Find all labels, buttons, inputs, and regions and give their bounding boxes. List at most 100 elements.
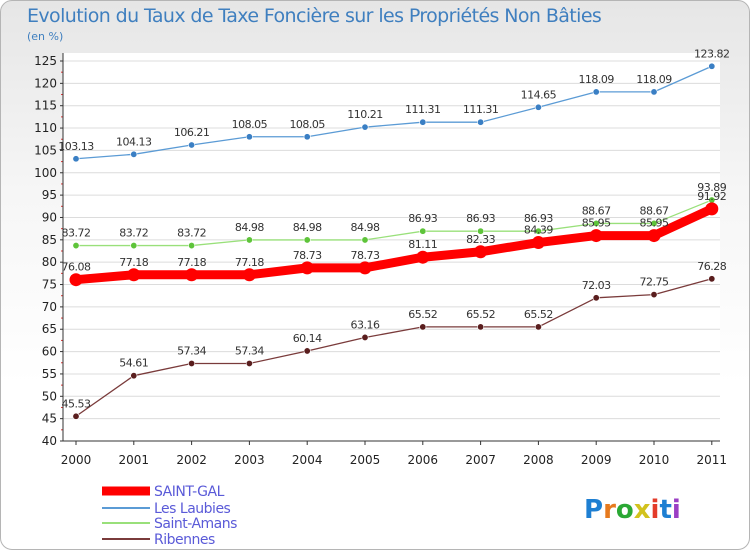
data-label: 81.11	[408, 238, 437, 251]
data-point	[592, 294, 600, 302]
data-point	[69, 273, 83, 287]
data-label: 84.98	[351, 221, 380, 234]
y-tick-label: 70	[42, 300, 57, 314]
data-label: 77.18	[235, 256, 264, 269]
y-tick-label: 110	[34, 121, 57, 135]
y-tick-label: 50	[42, 389, 57, 403]
data-point	[245, 236, 253, 244]
data-label: 76.28	[697, 260, 726, 273]
data-point	[130, 150, 138, 158]
data-label: 85.95	[640, 217, 669, 230]
chart-title: Evolution du Taux de Taxe Foncière sur l…	[27, 5, 602, 27]
data-label: 88.67	[640, 204, 669, 217]
data-point	[188, 359, 196, 367]
data-label: 91.92	[697, 190, 726, 203]
x-tick-label: 2006	[408, 453, 439, 467]
data-label: 63.16	[351, 318, 380, 331]
data-label: 110.21	[347, 108, 383, 121]
data-label: 85.95	[582, 217, 611, 230]
data-label: 111.31	[463, 103, 499, 116]
data-label: 83.72	[119, 227, 148, 240]
data-point	[303, 236, 311, 244]
data-label: 104.13	[116, 135, 152, 148]
data-point	[650, 88, 658, 96]
y-tick-label: 125	[34, 54, 57, 68]
data-label: 77.18	[119, 256, 148, 269]
data-label: 108.05	[289, 118, 325, 131]
y-tick-label: 95	[42, 188, 57, 202]
y-tick-label: 55	[42, 367, 57, 381]
y-tick-label: 115	[34, 99, 57, 113]
data-point	[531, 236, 545, 250]
data-label: 65.52	[466, 308, 495, 321]
data-label: 123.82	[694, 47, 730, 60]
data-point	[188, 141, 196, 149]
data-point	[705, 202, 719, 216]
data-label: 88.67	[582, 204, 611, 217]
data-point	[477, 227, 485, 235]
data-point	[303, 133, 311, 141]
chart-subtitle: (en %)	[27, 30, 64, 43]
data-point	[477, 323, 485, 331]
x-tick-label: 2004	[292, 453, 323, 467]
y-tick-label: 80	[42, 255, 57, 269]
data-label: 86.93	[408, 212, 437, 225]
y-tick-label: 90	[42, 210, 57, 224]
series-line	[71, 204, 717, 285]
data-label: 84.98	[235, 221, 264, 234]
data-point	[477, 118, 485, 126]
data-label: 93.89	[697, 181, 726, 194]
data-label: 57.34	[177, 344, 206, 357]
data-point	[708, 62, 716, 70]
data-point	[589, 229, 603, 243]
data-label: 65.52	[524, 308, 553, 321]
data-label: 45.53	[62, 397, 91, 410]
data-label: 114.65	[521, 88, 557, 101]
x-tick-label: 2005	[350, 453, 381, 467]
y-tick-label: 65	[42, 322, 57, 336]
data-point	[647, 229, 661, 243]
legend-label: Les Laubies	[154, 501, 231, 517]
data-point	[185, 268, 199, 282]
data-point	[416, 250, 430, 264]
data-point	[419, 118, 427, 126]
data-point	[127, 268, 141, 282]
data-label: 106.21	[174, 126, 210, 139]
data-point	[708, 275, 716, 283]
data-point	[650, 291, 658, 299]
data-label: 83.72	[177, 227, 206, 240]
legend-label: Saint-Amans	[154, 516, 237, 532]
data-label: 60.14	[293, 332, 322, 345]
data-point	[72, 412, 80, 420]
y-tick-label: 85	[42, 233, 57, 247]
data-point	[474, 245, 488, 259]
y-tick-label: 105	[34, 143, 57, 157]
data-point	[242, 268, 256, 282]
data-label: 72.75	[640, 276, 669, 289]
data-point	[592, 219, 600, 227]
data-label: 108.05	[232, 118, 268, 131]
data-point	[419, 323, 427, 331]
x-tick-label: 2007	[465, 453, 496, 467]
data-label: 76.08	[62, 261, 91, 274]
data-point	[358, 261, 372, 275]
data-label: 78.73	[293, 249, 322, 262]
x-tick-label: 2003	[234, 453, 265, 467]
x-tick-label: 2001	[119, 453, 150, 467]
data-point	[245, 359, 253, 367]
data-point	[72, 242, 80, 250]
data-label: 86.93	[524, 212, 553, 225]
data-point	[130, 372, 138, 380]
data-point	[361, 123, 369, 131]
y-tick-label: 120	[34, 76, 57, 90]
data-point	[303, 347, 311, 355]
x-tick-label: 2000	[61, 453, 92, 467]
data-point	[72, 155, 80, 163]
series-line	[75, 65, 713, 160]
y-tick-label: 100	[34, 166, 57, 180]
data-label: 72.03	[582, 279, 611, 292]
data-point	[361, 333, 369, 341]
data-label: 84.39	[524, 224, 553, 237]
data-point	[534, 323, 542, 331]
